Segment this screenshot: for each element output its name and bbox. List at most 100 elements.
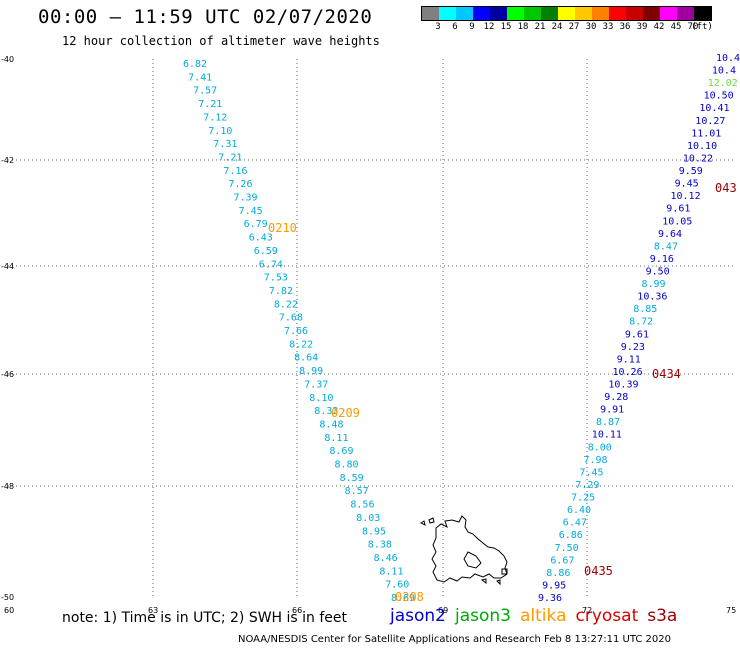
island-main (431, 515, 508, 583)
swh-value: 8.22 (274, 299, 298, 310)
legend-swatch (592, 7, 609, 20)
swh-value: 7.50 (555, 543, 579, 554)
swh-value: 8.95 (362, 526, 386, 537)
swh-value: 7.68 (279, 313, 303, 324)
lat-tick-label: -50 (1, 593, 14, 602)
swh-value: 8.11 (324, 433, 348, 444)
satellite-altika: altika (520, 606, 567, 626)
swh-value: 7.39 (234, 193, 258, 204)
swh-value: 8.99 (642, 279, 666, 290)
swh-value: 8.69 (329, 446, 353, 457)
swh-value: 9.16 (650, 254, 674, 265)
lon-tick-label: 69 (438, 606, 448, 615)
swh-value: 10.10 (687, 141, 717, 152)
swh-value: 8.87 (596, 417, 620, 428)
legend-label: 42 (653, 22, 665, 32)
swh-value: 7.25 (571, 493, 595, 504)
legend-swatch (694, 7, 711, 20)
swh-value: 7.37 (304, 379, 328, 390)
swh-value: 6.40 (567, 505, 591, 516)
swh-value: 10.22 (683, 154, 713, 165)
swh-value: 7.45 (579, 467, 603, 478)
lat-tick-label: -42 (1, 156, 14, 165)
swh-value: 9.23 (621, 342, 645, 353)
swh-value: 8.86 (546, 568, 570, 579)
lat-tick-label: -46 (1, 370, 14, 379)
lat-tick-label: -44 (1, 262, 14, 271)
swh-value: 10.4 (712, 66, 736, 77)
legend-swatch (473, 7, 490, 20)
legend-label: 9 (469, 22, 475, 32)
swh-value: 7.66 (284, 326, 308, 337)
swh-value: 8.99 (299, 366, 323, 377)
legend-color-bar (421, 6, 712, 21)
swh-value: 7.31 (213, 139, 237, 150)
satellite-cryosat: cryosat (575, 606, 639, 626)
swh-value: 10.4 (716, 53, 740, 64)
swh-value: 6.47 (563, 518, 587, 529)
legend-label: (ft) (691, 22, 713, 32)
swh-value: 9.45 (675, 179, 699, 190)
legend-swatch (643, 7, 660, 20)
swh-value: 8.46 (374, 553, 398, 564)
legend-swatch (439, 7, 456, 20)
swh-value: 8.11 (379, 566, 403, 577)
swh-value: 6.43 (249, 233, 273, 244)
legend-swatch (490, 7, 507, 20)
swh-value: 9.36 (538, 593, 562, 604)
satellite-legend: jason2 jason3 altika cryosat s3a (390, 606, 686, 626)
legend-labels: 3 6 9 12 15 18 21 24 27 30 33 36 39 42 45 70 (ft) (421, 21, 713, 35)
swh-value: 10.11 (592, 430, 622, 441)
swh-value: 8.72 (629, 317, 653, 328)
swh-value: 7.29 (575, 480, 599, 491)
swh-value: 9.28 (604, 392, 628, 403)
swh-value: 7.57 (193, 86, 217, 97)
swh-value: 6.86 (559, 530, 583, 541)
swh-value: 8.85 (633, 304, 657, 315)
map-grid: -40 -42 -44 -46 -48 -50 60 63 66 69 72 75 (1, 55, 736, 615)
swh-value: 9.59 (679, 166, 703, 177)
swh-value: 7.82 (269, 286, 293, 297)
chart-subtitle: 12 hour collection of altimeter wave hei… (62, 34, 380, 48)
swh-value: 7.16 (223, 166, 247, 177)
legend-label: 21 (534, 22, 546, 32)
swh-value: 10.12 (671, 191, 701, 202)
legend-swatch (456, 7, 473, 20)
swh-value: 8.22 (289, 339, 313, 350)
swh-value: 8.56 (350, 500, 374, 511)
legend-label: 33 (602, 22, 614, 32)
satellite-jason3: jason3 (455, 606, 511, 626)
color-legend: 3 6 9 12 15 18 21 24 27 30 33 36 39 42 45 70 (ft) (421, 6, 713, 35)
swh-value: 9.61 (666, 204, 690, 215)
islet-3 (501, 568, 508, 575)
legend-label: 39 (636, 22, 648, 32)
swh-value: 9.64 (658, 229, 682, 240)
legend-swatch (507, 7, 524, 20)
legend-swatch (677, 7, 694, 20)
track-1: 6.82 7.41 7.57 7.21 7.12 7.10 7.31 7.21 7.16 7.26… (183, 59, 424, 604)
pass-time-label: 0209 (331, 406, 360, 420)
swh-value: 7.45 (239, 206, 263, 217)
swh-value: 6.67 (550, 555, 574, 566)
legend-label: 6 (452, 22, 458, 32)
credit-line: NOAA/NESDIS Center for Satellite Applica… (238, 634, 671, 645)
swh-value: 6.59 (254, 246, 278, 257)
swh-value: 10.26 (613, 367, 643, 378)
swh-value: 7.53 (264, 273, 288, 284)
swh-value: 6.79 (244, 219, 268, 230)
swh-value: 6.82 (183, 59, 207, 70)
legend-label: 30 (585, 22, 597, 32)
swh-value: 7.21 (198, 99, 222, 110)
legend-swatch (541, 7, 558, 20)
legend-swatch (626, 7, 643, 20)
swh-value: 8.69 (391, 593, 415, 604)
islet-5 (496, 579, 501, 586)
swh-value: 9.61 (625, 329, 649, 340)
legend-swatch (660, 7, 677, 20)
lat-tick-label: -48 (1, 482, 14, 491)
legend-swatch (524, 7, 541, 20)
island-coastline (420, 515, 508, 586)
legend-label: 12 (483, 22, 495, 32)
swh-value: 10.39 (608, 380, 638, 391)
